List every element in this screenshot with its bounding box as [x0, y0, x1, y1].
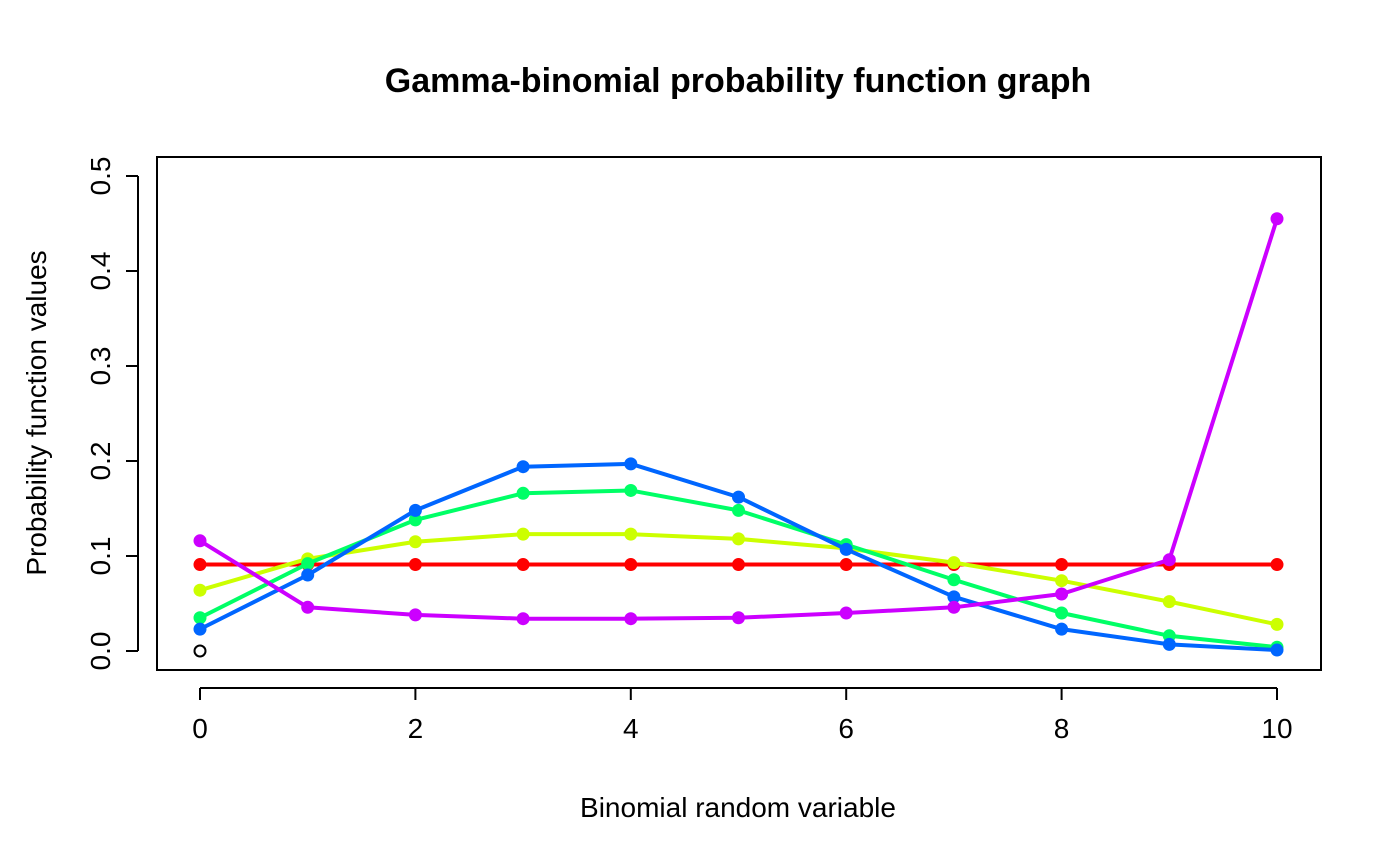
data-point: [1055, 558, 1069, 572]
data-point: [624, 612, 638, 626]
data-point: [301, 600, 315, 614]
y-tick-label: 0.0: [85, 632, 116, 671]
y-tick-label: 0.4: [85, 252, 116, 291]
data-point: [624, 527, 638, 541]
data-point: [1055, 622, 1069, 636]
data-point: [516, 460, 530, 474]
data-point: [732, 611, 745, 625]
chart-title: Gamma-binomial probability function grap…: [385, 62, 1091, 100]
data-point: [193, 611, 207, 625]
series-4: [193, 457, 1284, 657]
data-point: [1270, 558, 1284, 572]
data-point: [1162, 595, 1176, 609]
data-point: [516, 558, 530, 572]
plot-frame: [156, 156, 1322, 671]
data-point: [1162, 637, 1176, 651]
y-tick-label: 0.5: [85, 157, 116, 196]
open-circle-marker: [193, 644, 207, 658]
data-point: [193, 534, 207, 548]
data-point: [732, 490, 745, 504]
plot-area: [193, 212, 1284, 658]
data-point: [624, 457, 638, 471]
data-point: [193, 622, 207, 636]
data-point: [301, 568, 315, 582]
y-tick-label: 0.2: [85, 442, 116, 481]
data-point: [839, 542, 853, 556]
data-point: [624, 558, 638, 572]
x-axis-label: Binomial random variable: [580, 792, 896, 823]
data-point: [1055, 587, 1069, 601]
data-point: [732, 503, 745, 517]
data-point: [947, 590, 961, 604]
data-point: [624, 483, 638, 497]
data-point: [193, 558, 207, 572]
x-tick-label: 10: [1261, 713, 1292, 744]
x-axis: 0 2 4 6 8 10: [192, 687, 1293, 744]
y-axis: 0.0 0.1 0.2 0.3 0.4 0.5: [85, 157, 139, 671]
data-point: [408, 558, 422, 572]
data-point: [516, 486, 530, 500]
data-point: [947, 573, 961, 587]
data-point: [839, 606, 853, 620]
data-point: [1055, 606, 1069, 620]
data-point: [1270, 617, 1284, 631]
x-tick-label: 6: [838, 713, 854, 744]
data-point: [408, 608, 422, 622]
data-point: [1055, 574, 1069, 588]
series-5: [193, 212, 1284, 626]
data-point: [732, 532, 745, 546]
data-point: [1270, 643, 1284, 657]
x-tick-label: 4: [623, 713, 639, 744]
y-axis-label: Probability function values: [21, 250, 52, 575]
x-tick-label: 2: [408, 713, 424, 744]
data-point: [947, 556, 961, 570]
series-1: [193, 558, 1284, 572]
data-point: [408, 503, 422, 517]
data-point: [947, 600, 961, 614]
data-point: [516, 527, 530, 541]
data-point: [408, 535, 422, 549]
x-tick-label: 8: [1054, 713, 1070, 744]
data-point: [1270, 212, 1284, 226]
data-point: [408, 513, 422, 527]
data-point: [516, 612, 530, 626]
x-tick-label: 0: [192, 713, 208, 744]
y-tick-label: 0.3: [85, 347, 116, 386]
y-tick-label: 0.1: [85, 537, 116, 576]
data-point: [732, 558, 745, 572]
data-point: [301, 557, 315, 571]
data-point: [193, 583, 207, 597]
data-point: [839, 558, 853, 572]
data-point: [1162, 553, 1176, 567]
